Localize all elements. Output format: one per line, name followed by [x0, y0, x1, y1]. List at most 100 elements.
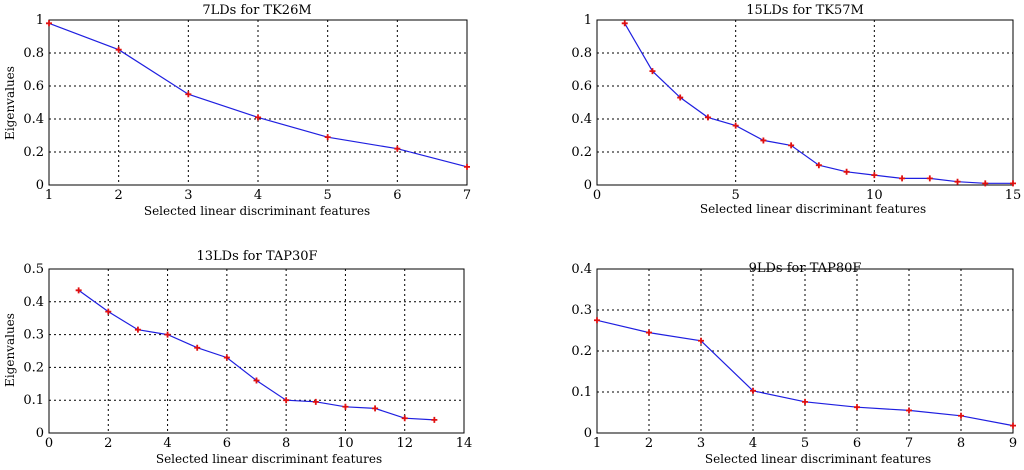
y-tick-label: 0.2	[23, 360, 44, 375]
data-point	[342, 403, 349, 410]
data-point	[594, 317, 600, 324]
x-tick-label: 8	[957, 436, 965, 451]
x-tick-label: 7	[463, 188, 471, 203]
data-point	[926, 175, 933, 182]
x-tick-label: 10	[337, 436, 354, 451]
x-axis-title: Selected linear discriminant features	[700, 202, 926, 216]
y-tick-label: 0	[36, 178, 44, 193]
x-tick-label: 4	[163, 436, 171, 451]
chart-title: 7LDs for TK26M	[202, 3, 311, 18]
data-point	[621, 20, 628, 27]
x-tick-label: 5	[732, 188, 740, 203]
data-point	[1010, 180, 1016, 187]
y-tick-label: 0.1	[571, 385, 592, 400]
data-point	[698, 337, 704, 344]
data-point	[802, 398, 808, 405]
data-point	[253, 377, 260, 384]
y-tick-label: 0.3	[23, 328, 44, 343]
plot-frame	[48, 19, 468, 186]
data-point	[649, 68, 656, 75]
data-point	[324, 134, 331, 141]
data-point	[464, 163, 470, 170]
x-tick-label: 8	[282, 436, 290, 451]
panel-tk26m: 7LDs for TK26M Selected linear discrimin…	[3, 3, 471, 218]
x-tick-label: 5	[324, 188, 332, 203]
data-point	[372, 405, 379, 412]
x-tick-label: 7	[905, 436, 913, 451]
x-tick-label: 6	[223, 436, 231, 451]
x-tick-label: 5	[801, 436, 809, 451]
data-point	[185, 91, 192, 98]
data-point	[732, 122, 739, 129]
x-tick-label: 9	[1009, 436, 1017, 451]
x-tick-label: 0	[593, 188, 601, 203]
x-tick-label: 2	[104, 436, 112, 451]
series-line	[78, 289, 435, 421]
y-tick-label: 1	[36, 13, 44, 28]
x-tick-label: 1	[45, 188, 53, 203]
y-tick-label: 0.6	[571, 79, 592, 94]
y-tick-label: 0.2	[23, 145, 44, 160]
x-tick-label: 4	[749, 436, 757, 451]
data-point	[194, 344, 201, 351]
y-tick-label: 0.1	[23, 393, 44, 408]
y-axis-title: Eigenvalues	[3, 66, 17, 140]
chart-title: 13LDs for TAP30F	[196, 249, 317, 264]
x-tick-label: 14	[456, 436, 473, 451]
series-line	[624, 22, 1013, 184]
chart-title: 15LDs for TK57M	[746, 3, 864, 18]
data-point	[312, 398, 319, 405]
y-tick-label: 0.4	[23, 112, 44, 127]
data-point	[431, 416, 438, 423]
y-tick-label: 0.4	[571, 112, 592, 127]
plot-frame	[48, 268, 465, 434]
x-tick-label: 3	[697, 436, 705, 451]
y-tick-label: 0.4	[23, 295, 44, 310]
data-point	[401, 415, 408, 422]
data-point	[75, 287, 82, 294]
x-tick-label: 6	[393, 188, 401, 203]
data-point	[854, 404, 860, 411]
y-tick-label: 1	[584, 13, 592, 28]
panel-tap80f: 9LDs for TAP80F Selected linear discrimi…	[571, 261, 1017, 466]
data-point	[1010, 422, 1016, 429]
y-tick-label: 0.4	[571, 262, 592, 277]
x-tick-label: 2	[645, 436, 653, 451]
data-point	[255, 114, 261, 121]
data-point	[906, 407, 912, 414]
data-point	[750, 387, 756, 394]
y-tick-label: 0	[584, 426, 592, 441]
x-tick-label: 6	[853, 436, 861, 451]
y-tick-label: 0	[584, 178, 592, 193]
data-point	[954, 178, 961, 185]
x-axis-title: Selected linear discriminant features	[705, 452, 931, 466]
x-tick-label: 12	[396, 436, 413, 451]
data-point	[815, 162, 822, 169]
y-tick-label: 0.3	[571, 303, 592, 318]
data-point	[164, 331, 171, 338]
x-tick-label: 15	[1005, 188, 1022, 203]
data-point	[283, 397, 290, 404]
data-point	[788, 142, 795, 149]
data-point	[223, 354, 230, 361]
x-tick-label: 3	[184, 188, 192, 203]
y-tick-label: 0.6	[23, 79, 44, 94]
x-tick-label: 10	[866, 188, 883, 203]
plot-frame	[596, 19, 1014, 186]
y-tick-label: 0.8	[23, 46, 44, 61]
data-point	[899, 175, 906, 182]
x-tick-label: 0	[45, 436, 53, 451]
data-point	[871, 172, 878, 179]
panel-tk57m: 15LDs for TK57M Selected linear discrimi…	[571, 3, 1021, 216]
x-axis-title: Selected linear discriminant features	[156, 452, 382, 466]
data-point	[134, 326, 141, 333]
data-point	[46, 20, 52, 27]
y-axis-title: Eigenvalues	[3, 313, 17, 387]
data-point	[982, 180, 989, 187]
data-point	[958, 412, 964, 419]
data-point	[646, 329, 652, 336]
x-tick-label: 1	[593, 436, 601, 451]
x-tick-label: 4	[254, 188, 262, 203]
x-tick-label: 2	[115, 188, 123, 203]
data-point	[394, 145, 401, 152]
